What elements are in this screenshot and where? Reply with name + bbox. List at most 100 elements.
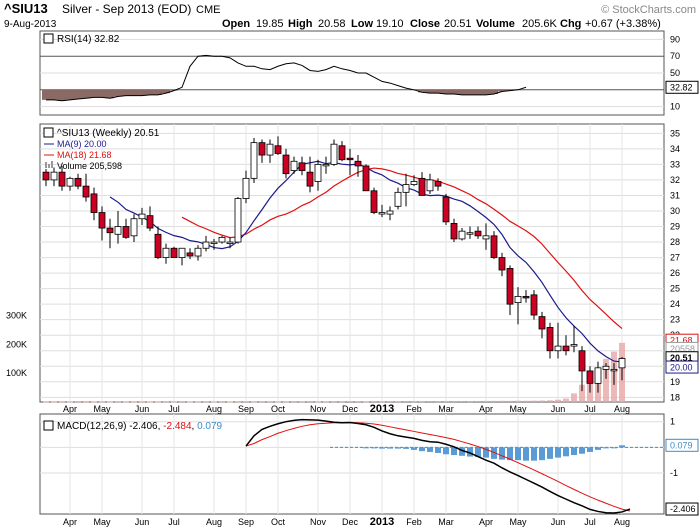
candle-down — [258, 142, 266, 156]
volume-bar — [115, 401, 121, 403]
volume-bar — [251, 401, 257, 403]
macd-legend-prefix: MACD(12,26,9) — [57, 421, 126, 432]
macd-hist-bar — [403, 447, 409, 449]
volume-bar — [435, 401, 441, 403]
macd-hist-bar — [507, 447, 513, 461]
low-value: 19.10 — [376, 18, 404, 30]
ma18-value-tag-label: 21.68 — [670, 336, 693, 346]
volume-bar — [491, 400, 497, 402]
candle-up — [458, 230, 466, 240]
candle-down — [538, 316, 546, 330]
candle-up — [554, 345, 562, 352]
price-tick-label: 32 — [670, 175, 680, 185]
volume-bar — [75, 401, 81, 403]
chart-header: ^SIU13 Silver - Sep 2013 (EOD) CME © Sto… — [4, 1, 696, 30]
price-tick-label: 33 — [670, 159, 680, 169]
macd-hist-bar — [363, 447, 369, 449]
volume-bar — [179, 401, 185, 403]
candle-down — [474, 230, 482, 237]
macd-hist-bar — [563, 447, 569, 457]
volume-bar — [363, 401, 369, 403]
volume-bar — [59, 401, 65, 403]
candle-up — [514, 295, 522, 304]
volume-bar — [395, 401, 401, 403]
volume-bar — [227, 401, 233, 403]
macd-hist-bar — [499, 447, 505, 460]
volume-bar — [107, 401, 113, 403]
volume-bar — [195, 401, 201, 403]
volume-bar — [563, 398, 569, 402]
copyright-logo: © StockCharts.com — [601, 4, 696, 16]
candle-down — [306, 171, 314, 187]
low-label: Low — [351, 18, 373, 30]
macd-legend-macd: -2.406 — [129, 421, 158, 432]
volume-bar — [379, 401, 385, 403]
x-tick-label: Jul — [584, 404, 596, 414]
chg-value: +0.67 (+3.38%) — [585, 18, 661, 30]
volume-bar — [555, 399, 561, 402]
volume-bar — [67, 401, 73, 403]
volume-bar — [603, 358, 609, 402]
rsi-tick-label: 70 — [670, 51, 680, 61]
x-tick-label: Apr — [479, 517, 493, 527]
volume-bar — [355, 401, 361, 403]
candle-down — [490, 235, 498, 258]
volume-bar — [323, 401, 329, 403]
ma9-legend-text: MA(9) 20.00 — [57, 139, 107, 149]
candle-up — [314, 163, 322, 182]
volume-bar — [347, 401, 353, 403]
volume-tick-label: 100K — [6, 368, 27, 378]
volume-bar — [139, 401, 145, 403]
volume-bar — [419, 401, 425, 403]
volume-bar — [203, 401, 209, 403]
close-label: Close — [410, 18, 440, 30]
volume-bar — [539, 400, 545, 402]
quote-line: Open 19.85 High 20.58 Low 19.10 Close 20… — [222, 18, 661, 30]
candle-up — [426, 179, 434, 192]
candle-down — [450, 222, 458, 240]
candle-down — [498, 257, 506, 271]
candle-up — [210, 241, 218, 244]
candle-down — [90, 193, 98, 213]
candle-down — [146, 215, 154, 229]
x-tick-label: Oct — [271, 517, 286, 527]
macd-hist-bar — [571, 447, 577, 456]
volume-bar — [123, 401, 129, 403]
macd-hist-bar — [371, 447, 377, 449]
volume-bar — [515, 400, 521, 402]
rsi-tick-label: 90 — [670, 34, 680, 44]
macd-hist-bar — [531, 447, 537, 461]
volume-label: Volume — [476, 18, 515, 30]
macd-hist-bar — [483, 447, 489, 458]
macd-hist-bar — [595, 447, 601, 450]
volume-bar — [579, 384, 585, 402]
candle-up — [322, 163, 330, 167]
candle-down — [530, 294, 538, 316]
macd-hist-value-tag — [665, 438, 699, 452]
macd-hist-bar — [435, 447, 441, 453]
macd-signal-line — [245, 422, 631, 512]
candle-down — [154, 233, 162, 258]
price-legend-text: ^SIU13 (Weekly) 20.51 — [57, 128, 160, 139]
volume-bar — [43, 401, 49, 403]
candle-down — [434, 181, 442, 187]
x-tick-label: Apr — [63, 404, 77, 414]
x-tick-label: May — [509, 517, 527, 527]
candle-up — [194, 247, 202, 257]
x-tick-label: May — [93, 404, 111, 414]
x-tick-label: Sep — [238, 517, 254, 527]
axis-layer: 907050301032.821819202122232425262728293… — [6, 34, 699, 528]
macd-hist-bar — [387, 447, 393, 449]
candle-up — [242, 177, 250, 199]
date: 9-Aug-2013 — [4, 19, 57, 30]
macd-hist-bar — [419, 447, 425, 452]
candle-down — [186, 252, 194, 257]
x-tick-label: Dec — [342, 517, 359, 527]
macd-hist-bar — [555, 447, 561, 458]
volume-bar — [547, 400, 553, 402]
vol-value-tag-label: 20558 — [670, 344, 695, 354]
x-tick-label: Jul — [168, 404, 180, 414]
volume-tick-label: 200K — [6, 339, 27, 349]
macd-value-tag — [665, 502, 699, 516]
close-value: 20.51 — [444, 18, 472, 30]
